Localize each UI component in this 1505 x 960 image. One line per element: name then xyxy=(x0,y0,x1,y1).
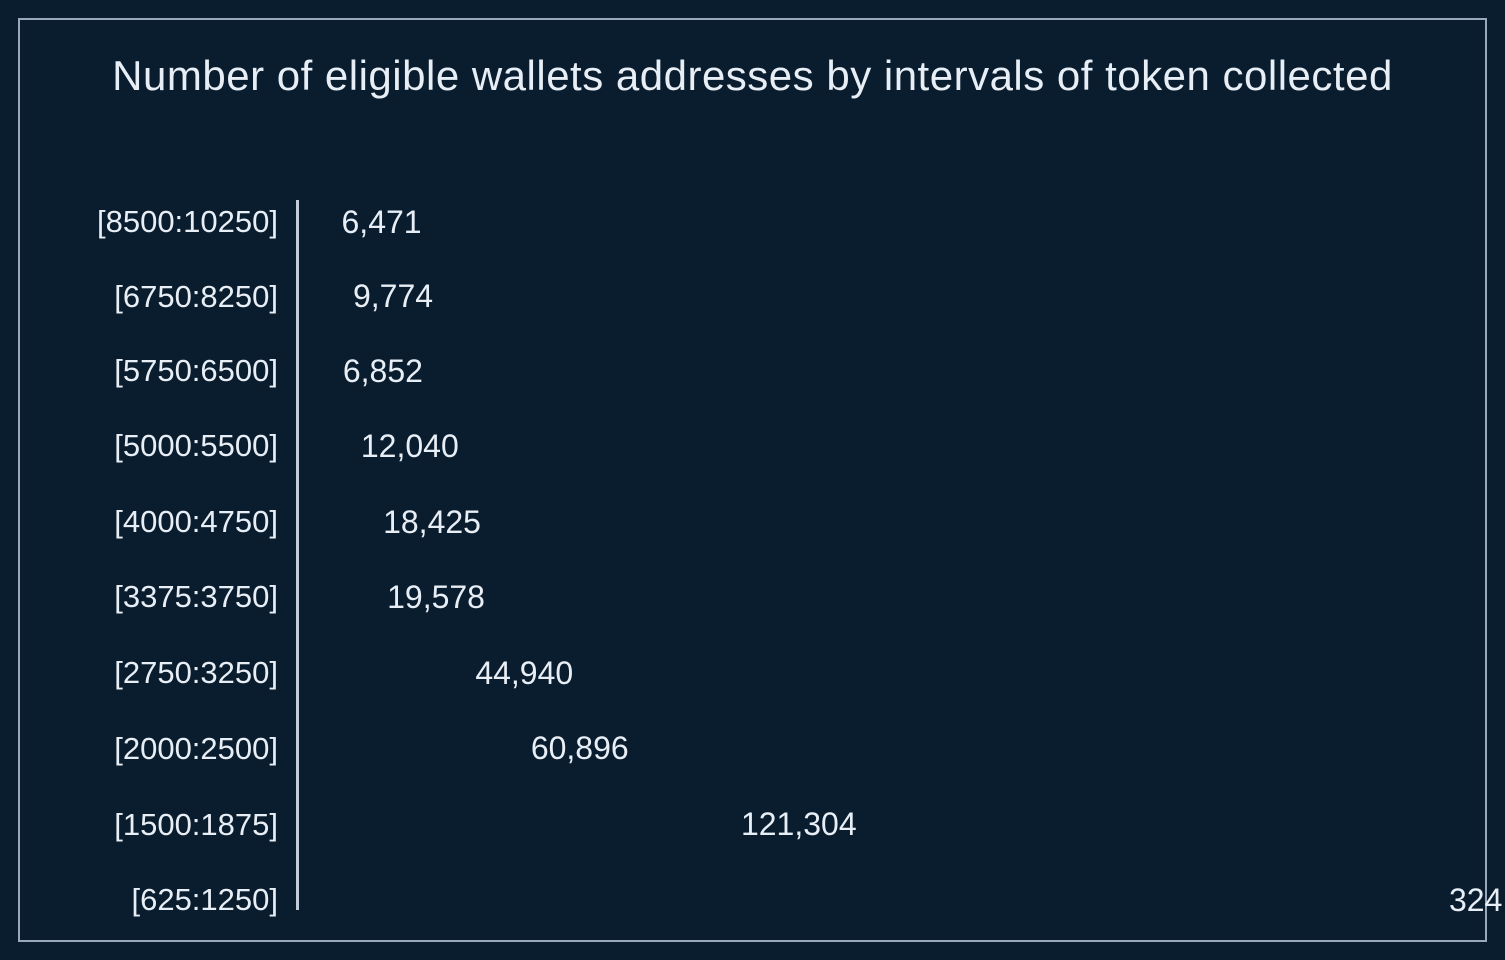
category-label: [2750:3250] xyxy=(70,655,296,691)
value-label: 60,896 xyxy=(511,730,629,767)
value-label: 9,774 xyxy=(333,278,433,315)
value-label: 18,425 xyxy=(363,504,481,541)
bar-wrap: 44,940 xyxy=(299,655,1435,692)
category-label: [4000:4750] xyxy=(70,504,296,540)
bar-row: [3375:3750] 19,578 xyxy=(70,581,1435,614)
bar-wrap: 6,471 xyxy=(299,204,1435,241)
value-label: 12,040 xyxy=(341,428,459,465)
bar-row: [8500:10250]6,471 xyxy=(70,207,1435,237)
category-label: [1500:1875] xyxy=(70,807,296,843)
category-label: [6750:8250] xyxy=(70,279,296,315)
bar-wrap: 60,896 xyxy=(299,730,1435,767)
value-label: 19,578 xyxy=(367,579,485,616)
bar-wrap: 324,863 xyxy=(299,882,1505,919)
category-label: [5750:6500] xyxy=(70,353,296,389)
value-label: 324,863 xyxy=(1429,882,1505,919)
bar-wrap: 19,578 xyxy=(299,579,1435,616)
bar-row: [2000:2500] 60,896 xyxy=(70,730,1435,768)
bar-wrap: 12,040 xyxy=(299,428,1435,465)
chart-title: Number of eligible wallets addresses by … xyxy=(20,20,1485,105)
bar-row: [5000:5500]12,040 xyxy=(70,431,1435,461)
bar-row: [6750:8250]9,774 xyxy=(70,282,1435,312)
bar-wrap: 6,852 xyxy=(299,353,1435,390)
value-label: 121,304 xyxy=(721,806,857,843)
category-label: [8500:10250] xyxy=(70,204,296,240)
bar-row: [2750:3250] 44,940 xyxy=(70,655,1435,691)
bar-row: [1500:1875] 121,304 xyxy=(70,805,1435,845)
category-label: [625:1250] xyxy=(70,882,296,918)
value-label: 6,852 xyxy=(323,353,423,390)
bar-wrap: 9,774 xyxy=(299,278,1435,315)
bar-row: [5750:6500]6,852 xyxy=(70,356,1435,386)
category-label: [5000:5500] xyxy=(70,428,296,464)
plot-area: [8500:10250]6,471[6750:8250]9,774[5750:6… xyxy=(70,200,1435,910)
bar-wrap: 18,425 xyxy=(299,504,1435,541)
category-label: [3375:3750] xyxy=(70,579,296,615)
bar-wrap: 121,304 xyxy=(299,806,1435,843)
value-label: 6,471 xyxy=(322,204,422,241)
bar-row: [4000:4750] 18,425 xyxy=(70,506,1435,539)
bar-row: [625:1250]324,863 xyxy=(70,879,1435,921)
chart-frame: Number of eligible wallets addresses by … xyxy=(18,18,1487,942)
category-label: [2000:2500] xyxy=(70,731,296,767)
value-label: 44,940 xyxy=(455,655,573,692)
